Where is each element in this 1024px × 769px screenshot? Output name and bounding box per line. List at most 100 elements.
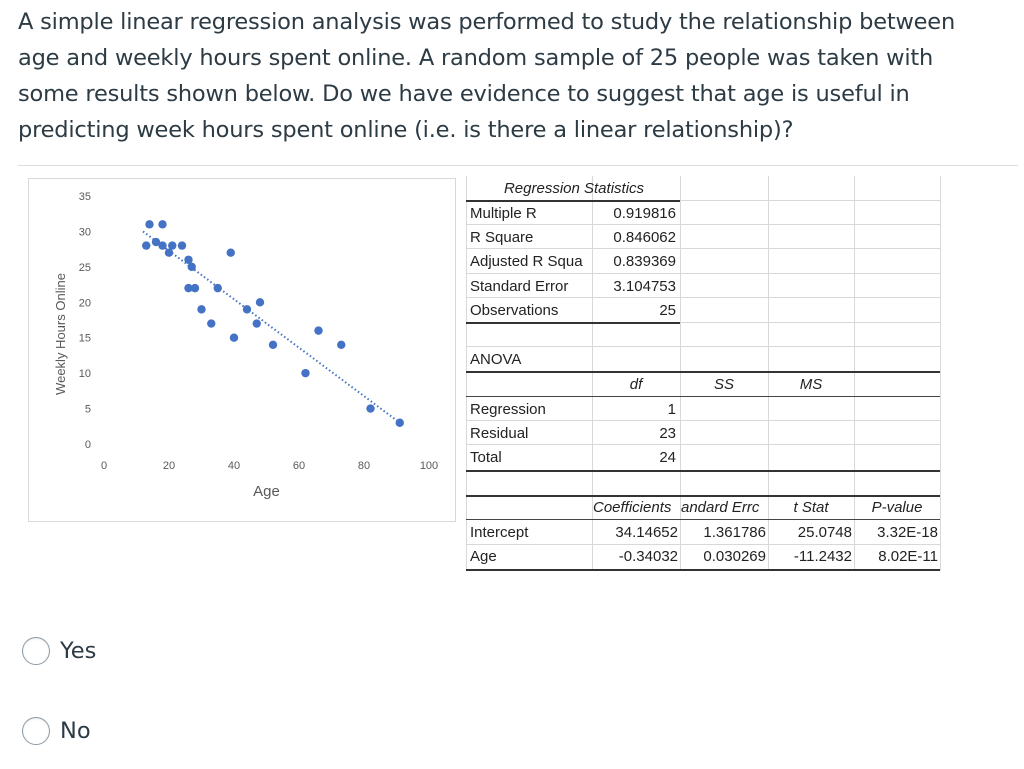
table-rule — [466, 371, 940, 373]
regression-statistics-title: Regression Statistics — [503, 180, 645, 197]
y-tick-label: 25 — [79, 262, 91, 274]
answer-option-label: No — [60, 718, 91, 744]
sheet-gridline — [940, 176, 941, 571]
sheet-gridline — [466, 273, 940, 274]
data-point — [168, 241, 177, 250]
sheet-gridline — [466, 346, 940, 347]
x-tick-label: 0 — [101, 460, 107, 472]
radio-button[interactable] — [22, 717, 50, 745]
x-axis-label: Age — [253, 483, 280, 500]
data-point — [158, 220, 167, 229]
data-point — [207, 319, 216, 328]
anova-title: ANOVA — [470, 351, 522, 368]
sheet-gridline — [768, 176, 769, 571]
data-point — [301, 368, 310, 378]
table-rule — [466, 495, 940, 497]
anova-row-df: 24 — [659, 449, 676, 466]
answer-option-label: Yes — [60, 638, 97, 664]
coef-value: 34.14652 — [615, 524, 678, 541]
table-rule — [466, 519, 940, 520]
data-point — [226, 248, 235, 257]
anova-header-df: df — [629, 376, 643, 393]
data-point — [187, 262, 196, 272]
data-point — [242, 305, 252, 314]
stat-value: 25 — [659, 302, 676, 319]
coef-header: P-value — [871, 499, 923, 516]
data-point — [190, 283, 200, 293]
data-point — [252, 319, 261, 328]
data-point — [337, 340, 346, 349]
table-rule — [466, 396, 940, 397]
coef-se: 0.030269 — [703, 548, 766, 565]
table-rule — [466, 200, 680, 202]
question-text: A simple linear regression analysis was … — [18, 4, 1008, 148]
radio-button[interactable] — [22, 637, 50, 665]
stat-label: Observations — [470, 302, 559, 319]
y-tick-label: 20 — [79, 297, 91, 309]
data-point — [229, 333, 239, 342]
anova-row-df: 23 — [659, 425, 676, 442]
sheet-gridline — [680, 176, 681, 571]
answer-option-no[interactable]: No — [22, 717, 91, 745]
x-tick-label: 60 — [293, 460, 305, 472]
sheet-gridline — [592, 176, 593, 571]
table-rule — [466, 569, 940, 571]
data-point — [314, 326, 323, 335]
y-axis-label: Weekly Hours Online — [53, 273, 68, 395]
answer-option-yes[interactable]: Yes — [22, 637, 96, 665]
question-line: some results shown below. Do we have evi… — [18, 81, 910, 107]
data-point — [184, 255, 193, 264]
stat-label: Adjusted R Squa — [470, 253, 583, 270]
stat-value: 0.846062 — [613, 229, 676, 246]
coef-value: -0.34032 — [618, 548, 678, 565]
anova-header-ss: SS — [713, 376, 734, 393]
coef-row-label: Intercept — [470, 524, 529, 541]
stat-value: 0.839369 — [613, 253, 676, 270]
coef-row-label: Age — [470, 548, 497, 565]
anova-row-df: 1 — [667, 401, 676, 418]
data-point — [197, 305, 206, 314]
table-rule — [466, 470, 940, 472]
coef-pvalue: 3.32E-18 — [877, 524, 938, 541]
data-point — [395, 418, 404, 427]
anova-row-label: Regression — [470, 401, 546, 418]
stat-label: Multiple R — [470, 205, 537, 222]
table-rule — [466, 322, 680, 324]
x-tick-label: 40 — [228, 460, 240, 472]
y-tick-label: 30 — [79, 226, 91, 238]
coef-header: andard Errc — [681, 499, 760, 516]
question-line: age and weekly hours spent online. A ran… — [18, 45, 934, 71]
data-point — [158, 241, 167, 250]
sheet-gridline — [466, 176, 467, 571]
coef-header: Coefficients — [593, 499, 672, 516]
scatter-chart: 0 5 10 15 20 25 30 35 0 20 40 60 80 100 Age Weekly Hour… — [28, 178, 456, 522]
data-point — [268, 340, 278, 349]
coef-pvalue: 8.02E-11 — [878, 548, 938, 565]
x-tick-label: 100 — [420, 460, 438, 472]
stat-value: 0.919816 — [613, 205, 676, 222]
data-point — [255, 298, 265, 307]
y-tick-label: 10 — [79, 368, 91, 380]
data-point — [366, 404, 375, 413]
x-tick-label: 20 — [163, 460, 175, 472]
y-tick-label: 5 — [85, 404, 91, 416]
sheet-gridline — [466, 544, 940, 545]
data-point — [184, 283, 193, 293]
stat-label: Standard Error — [470, 278, 569, 295]
x-tick-label: 80 — [358, 460, 370, 472]
data-point — [177, 241, 187, 250]
sheet-gridline — [854, 176, 855, 571]
coef-tstat: -11.2432 — [793, 548, 852, 565]
coef-se: 1.361786 — [703, 524, 766, 541]
sheet-gridline — [466, 420, 940, 421]
question-line: predicting week hours spent online (i.e.… — [18, 117, 794, 143]
sheet-gridline — [466, 297, 940, 298]
data-point — [142, 241, 151, 250]
coef-header: t Stat — [793, 499, 829, 516]
anova-row-label: Total — [470, 449, 502, 466]
sheet-gridline — [466, 248, 940, 249]
data-point — [164, 248, 174, 257]
sheet-gridline — [466, 200, 940, 201]
stat-value: 3.104753 — [613, 278, 676, 295]
data-point — [213, 283, 222, 293]
